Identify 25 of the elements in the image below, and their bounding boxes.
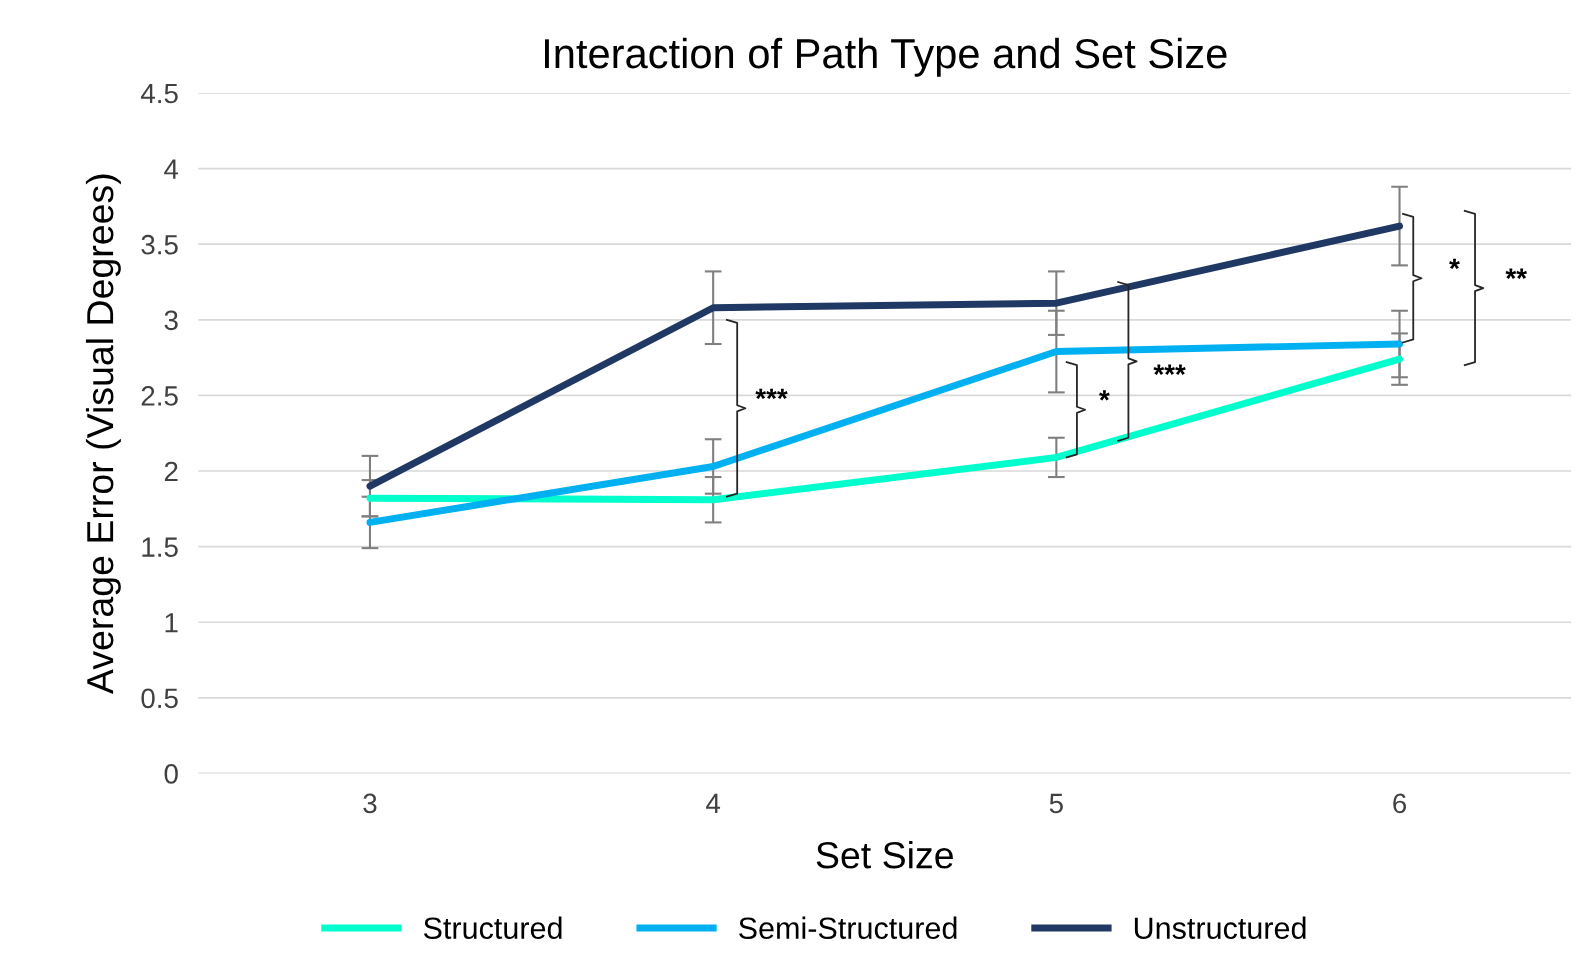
y-tick-label: 1.5 [142, 537, 178, 557]
x-tick-label: 3 [363, 793, 377, 814]
y-axis-title: Average Error (Visual Degrees) [85, 174, 121, 695]
y-tick-label: 0 [164, 764, 178, 784]
y-tick-label: 3.5 [141, 234, 178, 255]
annotation: *** [1153, 364, 1186, 375]
y-tick-label: 4.5 [140, 83, 178, 104]
y-tick-label: 2 [164, 461, 178, 482]
y-tick-label: 4 [164, 159, 179, 179]
annotation: *** [755, 388, 788, 400]
chart-title: Interaction of Path Type and Set Size [545, 37, 1227, 77]
x-tick-label: 4 [706, 793, 721, 813]
y-tick-label: 1 [165, 613, 178, 633]
x-tick-label: 6 [1393, 793, 1407, 814]
annotation: * [1099, 390, 1110, 401]
legend-label: Unstructured [1134, 916, 1306, 940]
y-tick-label: 0.5 [141, 688, 178, 709]
annotation: ** [1505, 268, 1527, 279]
x-axis-title: Set Size [816, 840, 953, 869]
x-tick-label: 5 [1049, 793, 1063, 814]
y-tick-label: 2.5 [141, 386, 178, 406]
y-tick-label: 3 [164, 310, 178, 331]
legend-label: Structured [423, 916, 562, 940]
annotation: * [1449, 258, 1460, 270]
legend-label: Semi-Structured [739, 916, 957, 940]
